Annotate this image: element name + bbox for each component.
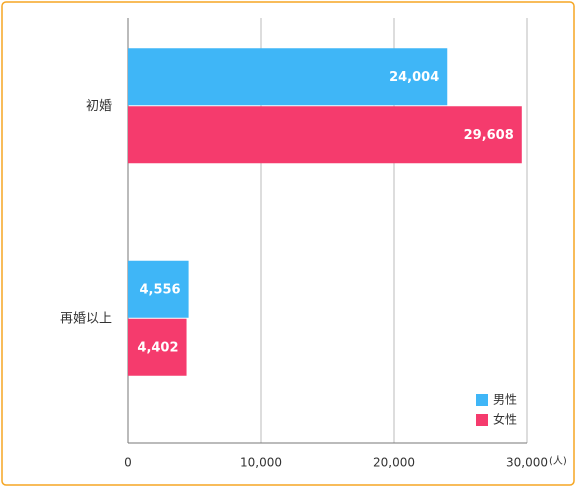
y-tick-label: 再婚以上: [60, 311, 112, 326]
bar: [128, 106, 522, 164]
y-tick-label: 初婚: [86, 99, 112, 114]
value-label: 4,402: [137, 340, 178, 355]
value-label: 24,004: [389, 70, 439, 85]
value-label: 4,556: [139, 282, 180, 297]
bar: [128, 48, 448, 106]
value-label: 29,608: [464, 128, 514, 143]
x-tick-label: 30,000: [506, 456, 548, 470]
legend-swatch: [476, 394, 488, 406]
legend-label: 男性: [493, 393, 517, 407]
x-unit: (人): [549, 455, 567, 467]
bar: [128, 318, 187, 376]
legend-label: 女性: [493, 412, 517, 427]
x-tick-label: 10,000: [240, 456, 282, 470]
bar: [128, 260, 189, 318]
legend-swatch: [476, 414, 488, 426]
x-tick-label: 20,000: [373, 456, 415, 470]
x-tick-label: 0: [124, 456, 132, 470]
